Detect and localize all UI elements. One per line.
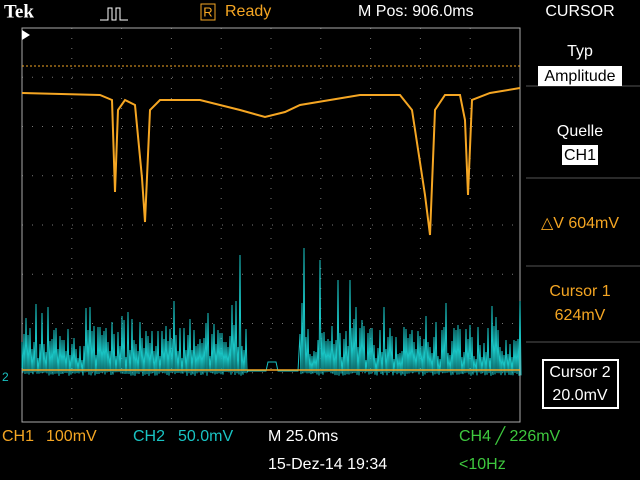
ch1-trace	[21, 87, 521, 236]
source-label[interactable]: Quelle	[557, 123, 603, 140]
timebase: M 25.0ms	[268, 428, 338, 445]
ch2-waveform	[21, 247, 522, 376]
source-highlight	[562, 145, 598, 165]
trigger-icon	[100, 7, 128, 21]
cursor-2-label[interactable]: Cursor 2	[549, 364, 610, 381]
trigger-frequency: <10Hz	[459, 456, 506, 473]
type-value[interactable]: Amplitude	[544, 68, 615, 85]
ch2-scale: 50.0mV	[178, 428, 233, 445]
cursor-1-value[interactable]: 624mV	[555, 307, 606, 324]
side-menu: Typ Amplitude Quelle CH1 △V 604mV Cursor…	[526, 43, 640, 409]
status-box	[200, 3, 216, 21]
ch1-label: CH1	[2, 428, 34, 445]
position: M Pos: 906.0ms	[358, 3, 474, 20]
ch2-marker: 2	[2, 370, 9, 384]
ch1-scale: 100mV	[46, 428, 97, 445]
delta-readout: △V 604mV	[541, 215, 619, 232]
status: Ready	[225, 3, 271, 20]
trigger-marker	[22, 30, 30, 40]
menu-title: CURSOR	[545, 3, 614, 20]
source-value[interactable]: CH1	[564, 147, 596, 164]
ch2-trace	[21, 247, 522, 376]
type-highlight	[538, 66, 622, 86]
cursor-2-box	[542, 359, 619, 409]
cursor-1-label[interactable]: Cursor 1	[549, 283, 610, 300]
screen-border	[21, 27, 521, 423]
brand: Tek	[4, 1, 34, 22]
trigger-setting: CH4 ╱ 226mV	[459, 426, 561, 445]
status-flag: R	[203, 4, 212, 19]
cursor-2-value[interactable]: 20.0mV	[552, 387, 607, 404]
type-label[interactable]: Typ	[567, 43, 593, 60]
date-time: 15-Dez-14 19:34	[268, 456, 387, 473]
ch2-label: CH2	[133, 428, 165, 445]
